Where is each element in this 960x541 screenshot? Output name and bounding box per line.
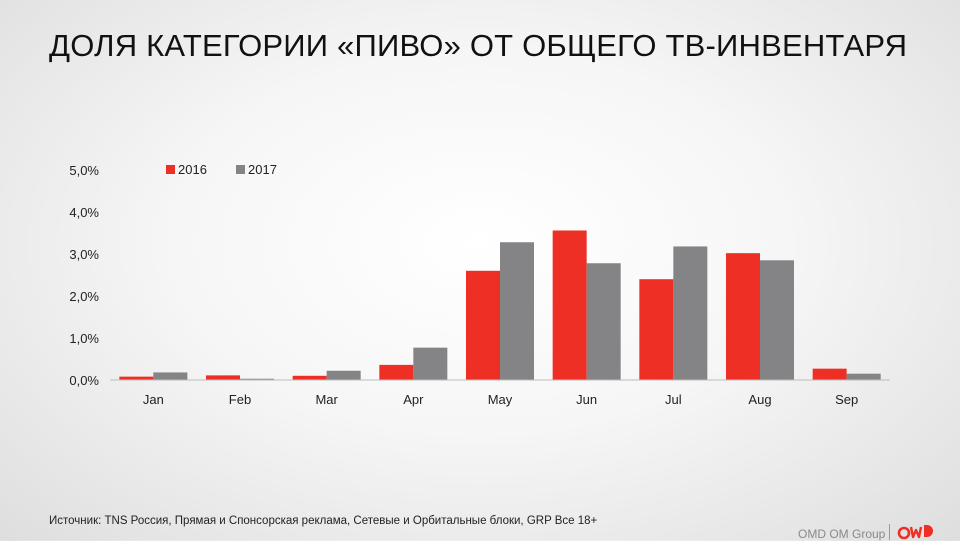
y-tick-label: 5,0% [69, 163, 99, 178]
bar-2016-Jan [119, 376, 154, 380]
bars [119, 230, 881, 380]
bar-2016-Jul [639, 279, 674, 380]
y-tick-label: 2,0% [69, 289, 99, 304]
y-tick-label: 1,0% [69, 331, 99, 346]
x-tick-label: Apr [403, 392, 424, 407]
bar-2016-Mar [292, 375, 327, 380]
bar-2016-Apr [379, 364, 414, 380]
x-tick-label: May [488, 392, 513, 407]
source-note: Источник: TNS Россия, Прямая и Спонсорск… [49, 515, 598, 527]
bar-2017-Sep [846, 373, 881, 380]
x-tick-label: Mar [315, 392, 338, 407]
legend-swatch-2017 [236, 165, 245, 174]
bar-2017-Feb [240, 378, 274, 380]
legend-swatch-2016 [166, 165, 175, 174]
x-tick-label: Aug [748, 392, 771, 407]
bar-2016-May [466, 270, 500, 380]
x-tick-label: Jul [665, 392, 682, 407]
x-tick-label: Sep [835, 392, 858, 407]
y-tick-label: 4,0% [69, 205, 99, 220]
bar-2017-Jun [586, 263, 621, 380]
bar-2017-Jan [153, 372, 188, 380]
bar-2017-Mar [326, 370, 361, 380]
brand-name: OMD OM Group [798, 527, 886, 541]
bar-2016-Sep [812, 368, 847, 380]
legend: 2016 2017 [166, 162, 277, 177]
bar-2016-Aug [726, 253, 760, 380]
bar-2017-May [500, 242, 534, 380]
page-title: ДОЛЯ КАТЕГОРИИ «ПИВО» ОТ ОБЩЕГО ТВ-ИНВЕН… [49, 28, 908, 63]
bar-2016-Feb [206, 375, 240, 380]
brand-divider [889, 524, 890, 540]
x-tick-label: Jan [143, 392, 164, 407]
y-tick-label: 0,0% [69, 373, 99, 388]
y-axis: 0,0% 1,0% 2,0% 3,0% 4,0% 5,0% [69, 163, 99, 388]
x-axis: Jan Feb Mar Apr May Jun Jul Aug Sep [110, 379, 890, 407]
y-tick-label: 3,0% [69, 247, 99, 262]
beer-share-bar-chart: 0,0% 1,0% 2,0% 3,0% 4,0% 5,0% Jan Feb Mar Apr May… [69, 162, 890, 407]
bar-2016-Jun [552, 230, 587, 380]
x-tick-label: Feb [229, 392, 251, 407]
bar-2017-Aug [760, 260, 794, 380]
bar-2017-Apr [413, 347, 448, 380]
legend-label: 2016 [178, 162, 207, 177]
legend-label: 2017 [248, 162, 277, 177]
x-tick-label: Jun [576, 392, 597, 407]
bar-2017-Jul [673, 246, 708, 380]
omd-logo-icon [897, 525, 933, 540]
